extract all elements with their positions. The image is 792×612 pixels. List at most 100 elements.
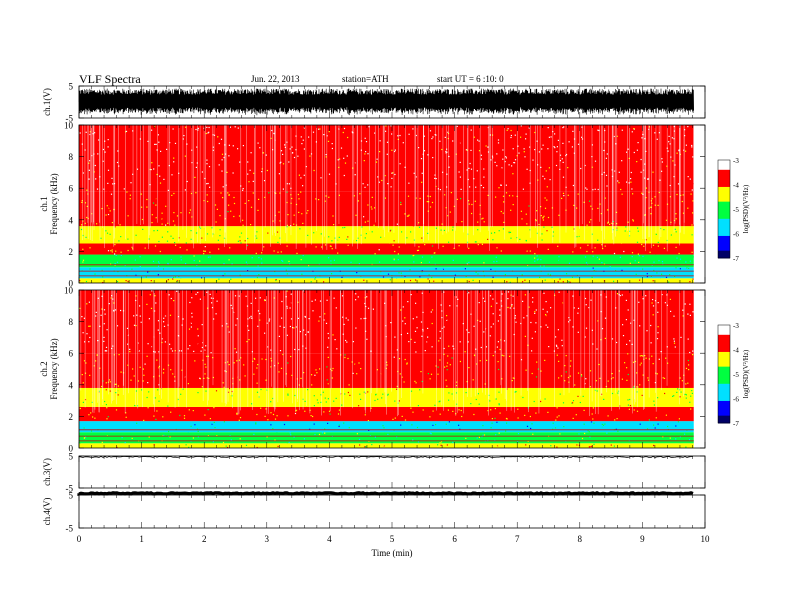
ch1-spectrogram-cell	[224, 218, 226, 220]
ch2-spectrogram-cell	[338, 424, 340, 426]
ch2-spectrogram-cell	[662, 377, 664, 379]
ch2-spectrogram-cell	[633, 361, 635, 363]
ch2-spectrogram-cell	[133, 375, 135, 377]
ch1-spectrogram-cell	[574, 188, 577, 191]
ch1-spectrogram-cell	[371, 231, 373, 233]
ch1-spectrogram-cell	[281, 206, 283, 208]
ch1-spectrogram-cell	[286, 224, 288, 226]
ch2-spectrogram-cell	[226, 307, 229, 309]
ch1-spectrogram-cell	[391, 213, 393, 215]
ch1-spectrogram-cell	[338, 236, 340, 238]
ch1-spectrogram-cell	[156, 154, 158, 156]
ch1-spectrogram-cell	[239, 161, 241, 163]
ch1-spectrogram-cell	[157, 207, 160, 209]
ch1-spectrogram-cell	[475, 132, 478, 134]
ch1-spectrogram-cell	[494, 161, 496, 163]
ch2-spectrogram-cell	[583, 409, 585, 411]
ch2-spectrogram-cell	[451, 357, 453, 359]
ch2-spectrogram-cell	[280, 367, 283, 369]
ch2-spectrogram-cell	[124, 442, 126, 444]
ch2-spectrogram-cell	[316, 372, 318, 374]
ch2-spectrogram-cell	[323, 411, 325, 413]
ch1-spectrogram-cell	[107, 213, 110, 216]
ch2-spectrogram-cell	[367, 391, 369, 393]
ch1-spectrogram-colorbar-cell	[718, 204, 730, 208]
ch1-spectrogram-cell	[668, 135, 670, 137]
ch1-spectrogram-cell	[190, 238, 192, 240]
ch2-spectrogram-cell	[82, 382, 84, 384]
ch2-spectrogram-cell	[446, 319, 448, 321]
ch2-spectrogram-cell	[542, 409, 544, 411]
ch2-spectrogram-cell	[256, 446, 258, 449]
ch1-spectrogram-cell	[523, 148, 525, 150]
ch1-spectrogram-cell	[623, 250, 625, 253]
ch1-spectrogram-cell	[387, 183, 389, 185]
ch2-spectrogram-cell	[686, 426, 688, 428]
ch1-spectrogram-cell	[283, 155, 285, 157]
ch2-spectrogram-cell	[529, 422, 531, 424]
ch1-spectrogram-cell	[150, 169, 152, 171]
ch1-spectrogram-cell	[405, 268, 407, 270]
ch2-spectrogram-cell	[328, 337, 330, 339]
ch2-spectrogram-cell	[478, 374, 480, 377]
ch2-spectrogram-cell	[300, 301, 302, 303]
ch1-spectrogram-cell	[184, 154, 187, 156]
ch2-spectrogram-cell	[448, 421, 450, 423]
ch1-spectrogram-cell	[239, 173, 241, 175]
ch1-spectrogram-cell	[474, 200, 476, 202]
ch2-spectrogram-cell	[230, 439, 232, 441]
ch2-spectrogram-cell	[223, 421, 225, 423]
ch1-spectrogram-cell	[420, 262, 422, 264]
ch2-spectrogram-cell	[494, 408, 496, 410]
ch2-spectrogram-cell	[512, 384, 514, 386]
ch2-spectrogram-cell	[253, 373, 255, 375]
ch1-spectrogram-cell	[428, 261, 430, 263]
ch2-spectrogram-cell	[154, 384, 156, 386]
ch2-spectrogram-cell	[657, 423, 659, 425]
ch2-spectrogram-cell	[427, 421, 429, 423]
ch1-spectrogram-cell	[475, 241, 477, 243]
ch1-spectrogram-y-tick-label: 2	[69, 247, 74, 257]
ch1-spectrogram-cell	[227, 147, 229, 149]
ch2-spectrogram-cell	[367, 357, 369, 360]
ch1-spectrogram-cell	[675, 218, 677, 220]
ch1-spectrogram-cell	[567, 131, 569, 133]
ch1-spectrogram-cell	[97, 171, 99, 173]
ch2-spectrogram-cell	[328, 382, 330, 384]
ch2-spectrogram-cell	[528, 306, 530, 308]
ch1-spectrogram-cell	[463, 154, 465, 156]
ch2-spectrogram-cell	[415, 302, 417, 304]
ch1-spectrogram-cell	[437, 188, 439, 190]
ch2-spectrogram-cell	[448, 414, 451, 416]
ch1-spectrogram-cell	[159, 261, 161, 263]
ch2-spectrogram-cell	[192, 433, 194, 435]
ch2-spectrogram-cell	[303, 290, 305, 292]
ch2-spectrogram-cell	[599, 377, 601, 379]
ch2-spectrogram-cell	[587, 434, 589, 436]
ch2-spectrogram-cell	[108, 436, 110, 438]
ch2-spectrogram-cell	[608, 355, 610, 357]
ch1-spectrogram-cell	[189, 209, 191, 211]
ch1-spectrogram-cell	[205, 132, 207, 135]
ch1-spectrogram-cell	[618, 126, 620, 128]
ch1-spectrogram-cell	[348, 237, 350, 239]
ch1-spectrogram-cell	[189, 221, 191, 223]
ch1-spectrogram-cell	[446, 151, 448, 153]
ch2-spectrogram-cell	[260, 388, 262, 391]
ch2-spectrogram-cell	[632, 292, 635, 294]
ch1-spectrogram-cell	[145, 126, 147, 128]
ch2-spectrogram-cell	[430, 405, 432, 407]
ch2-spectrogram-cell	[149, 424, 151, 426]
ch1-spectrogram-cell	[344, 226, 346, 229]
ch1-spectrogram-cell	[547, 248, 549, 250]
ch1-spectrogram-cell	[170, 150, 172, 152]
ch1-spectrogram-cell	[434, 263, 436, 265]
ch1-spectrogram-cell	[111, 251, 113, 253]
ch1-spectrogram-cell	[117, 150, 119, 152]
ch2-spectrogram-cell	[445, 368, 447, 370]
ch1-spectrogram-cell	[475, 163, 477, 165]
ch1-spectrogram-cell	[340, 147, 343, 149]
ch1-spectrogram-cell	[252, 192, 254, 194]
ch1-spectrogram-cell	[407, 215, 409, 217]
ch1-spectrogram-cell	[292, 182, 294, 184]
